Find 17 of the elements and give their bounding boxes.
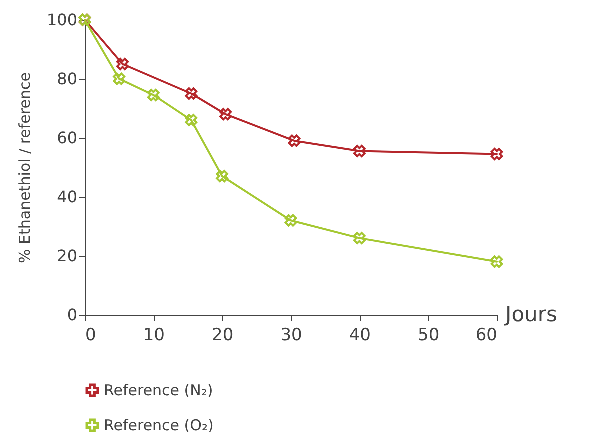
x-tick-label: 0	[86, 326, 96, 346]
x-tick-label: 10	[143, 326, 165, 346]
y-tick-label: 100	[46, 10, 78, 30]
x-tick-label: 30	[280, 326, 302, 346]
y-tick-label: 0	[67, 306, 78, 324]
y-axis-title: % Ethanethiol / reference	[16, 72, 34, 264]
x-tick-label: 40	[349, 326, 371, 346]
x-axis-title: Jours	[504, 302, 558, 326]
x-tick-label: 20	[212, 326, 234, 346]
y-tick-label: 20	[57, 246, 78, 266]
y-tick-label: 60	[57, 128, 78, 148]
y-tick-label: 80	[57, 70, 78, 88]
x-tick-label: 50	[418, 326, 440, 346]
legend-label: Reference (N₂)	[104, 382, 214, 400]
legend-label: Reference (O₂)	[104, 416, 214, 434]
y-tick-label: 40	[57, 188, 78, 206]
x-tick-label: 60	[476, 326, 498, 346]
